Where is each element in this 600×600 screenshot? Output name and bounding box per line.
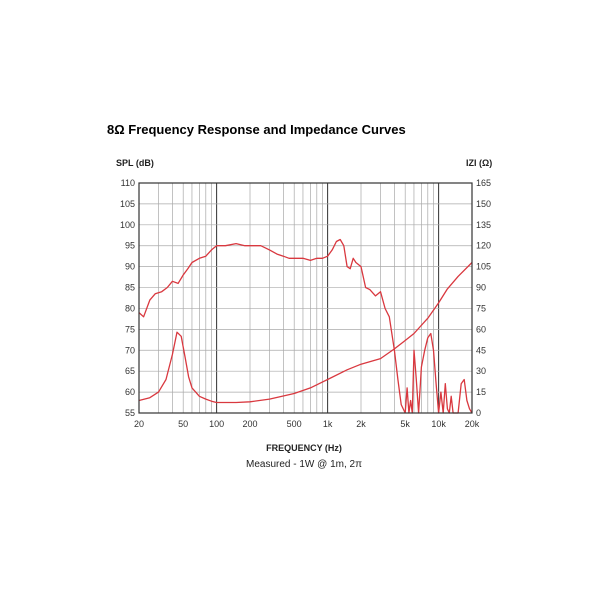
- x-tick-label: 1k: [323, 419, 333, 429]
- y-axis-left-label: SPL (dB): [116, 158, 154, 168]
- y-right-tick-label: 105: [476, 262, 491, 272]
- y-right-tick-label: 90: [476, 283, 486, 293]
- y-left-tick-label: 110: [121, 178, 135, 188]
- measurement-note: Measured - 1W @ 1m, 2π: [246, 459, 362, 470]
- x-axis-label: FREQUENCY (Hz): [266, 443, 342, 453]
- y-right-tick-label: 60: [476, 324, 486, 334]
- y-left-tick-label: 90: [125, 262, 135, 272]
- x-tick-label: 50: [178, 419, 188, 429]
- y-left-tick-label: 80: [125, 303, 135, 313]
- y-right-tick-label: 135: [476, 220, 491, 230]
- impedance-curve: [138, 262, 473, 404]
- y-left-tick-label: 70: [125, 345, 135, 355]
- spl-curve-1: [138, 238, 406, 414]
- y-right-tick-label: 165: [476, 178, 491, 188]
- x-tick-label: 20: [134, 419, 144, 429]
- y-left-tick-label: 75: [125, 324, 135, 334]
- curves: [138, 238, 473, 414]
- y-right-tick-label: 120: [476, 241, 491, 251]
- y-left-tick-label: 100: [120, 220, 135, 230]
- x-tick-label: 500: [287, 419, 302, 429]
- y-right-tick-label: 15: [476, 387, 486, 397]
- y-left-tick-label: 105: [120, 199, 135, 209]
- y-right-tick-label: 45: [476, 345, 486, 355]
- y-right-tick-label: 30: [476, 366, 486, 376]
- y-left-tick-label: 95: [125, 241, 135, 251]
- y-left-tick-label: 85: [125, 283, 135, 293]
- y-right-tick-label: 75: [476, 303, 486, 313]
- y-left-tick-label: 65: [125, 366, 135, 376]
- y-axis-right-label: IZI (Ω): [466, 158, 492, 168]
- tick-labels: 1101051009590858075706560551651501351201…: [120, 178, 491, 429]
- y-left-tick-label: 55: [125, 408, 135, 418]
- plot-frame: [138, 182, 473, 414]
- x-tick-label: 10k: [431, 419, 446, 429]
- y-right-tick-label: 150: [476, 199, 491, 209]
- chart-title: 8Ω Frequency Response and Impedance Curv…: [107, 122, 406, 137]
- x-tick-label: 20k: [465, 419, 480, 429]
- x-tick-label: 2k: [356, 419, 366, 429]
- x-tick-label: 5k: [400, 419, 410, 429]
- x-tick-label: 200: [242, 419, 257, 429]
- y-left-tick-label: 60: [125, 387, 135, 397]
- y-right-tick-label: 0: [476, 408, 481, 418]
- x-tick-label: 100: [209, 419, 224, 429]
